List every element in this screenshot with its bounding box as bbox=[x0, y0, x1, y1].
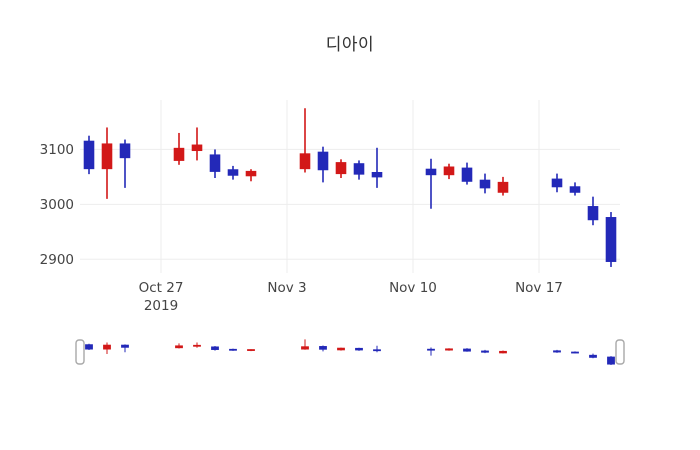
candle-body[interactable] bbox=[299, 153, 311, 170]
mini-candle-body bbox=[103, 344, 111, 350]
mini-candle-body bbox=[589, 354, 597, 358]
mini-candle-body bbox=[463, 348, 471, 352]
rangeslider-handle-right[interactable] bbox=[615, 339, 625, 365]
mini-candle-body bbox=[85, 344, 93, 350]
x-tick-year-label: 2019 bbox=[144, 298, 178, 314]
rangeslider-candles[interactable] bbox=[85, 339, 615, 366]
candle-body[interactable] bbox=[119, 143, 131, 159]
x-axis-labels: Oct 27 2019 Nov 3 Nov 10 Nov 17 bbox=[139, 280, 563, 314]
candle-body[interactable] bbox=[245, 170, 257, 177]
mini-candle-body bbox=[571, 351, 579, 354]
candle-body[interactable] bbox=[461, 167, 473, 182]
mini-candle-body bbox=[499, 350, 507, 354]
candle-body[interactable] bbox=[335, 162, 347, 175]
candle-body[interactable] bbox=[317, 151, 329, 171]
candle-body[interactable] bbox=[83, 140, 95, 170]
y-tick-label: 2900 bbox=[40, 252, 74, 268]
candle-body[interactable] bbox=[353, 163, 365, 175]
mini-candle-body bbox=[481, 350, 489, 353]
rangeslider[interactable] bbox=[76, 330, 624, 374]
mini-candle-body bbox=[319, 346, 327, 350]
mini-candle-body bbox=[355, 347, 363, 351]
y-tick-label: 3100 bbox=[40, 142, 74, 158]
candle-body[interactable] bbox=[605, 217, 617, 262]
mini-candle-body bbox=[445, 348, 453, 351]
rangeslider-handle-left[interactable] bbox=[75, 339, 85, 365]
mini-candle-body bbox=[175, 345, 183, 349]
chart-title: 디아이 bbox=[325, 35, 375, 55]
mini-candle-body bbox=[427, 348, 435, 351]
x-tick-label: Oct 27 bbox=[139, 280, 184, 296]
candle-body[interactable] bbox=[587, 206, 599, 221]
candles[interactable] bbox=[83, 108, 617, 267]
x-tick-label: Nov 10 bbox=[389, 280, 437, 296]
mini-candle-body bbox=[553, 350, 561, 353]
y-tick-label: 3000 bbox=[40, 197, 74, 213]
mini-candle-body bbox=[607, 356, 615, 365]
candle-body[interactable] bbox=[173, 147, 185, 161]
candle-body[interactable] bbox=[371, 171, 383, 178]
candle-body[interactable] bbox=[101, 143, 113, 170]
candle-body[interactable] bbox=[443, 166, 455, 176]
candle-body[interactable] bbox=[551, 178, 563, 188]
mini-candle-body bbox=[337, 347, 345, 351]
gridlines bbox=[80, 100, 620, 273]
candle-body[interactable] bbox=[191, 144, 203, 152]
candle-body[interactable] bbox=[425, 168, 437, 176]
candle-body[interactable] bbox=[227, 169, 239, 176]
candle-body[interactable] bbox=[209, 154, 221, 172]
mini-candle-body bbox=[373, 349, 381, 352]
candle-body[interactable] bbox=[569, 186, 581, 193]
mini-candle-body bbox=[211, 346, 219, 350]
mini-candle-body bbox=[301, 346, 309, 350]
mini-candle-body bbox=[121, 344, 129, 348]
x-tick-label: Nov 3 bbox=[267, 280, 306, 296]
mini-candle-body bbox=[229, 348, 237, 351]
candle-body[interactable] bbox=[497, 181, 509, 193]
mini-candle-body bbox=[193, 344, 201, 347]
y-axis-labels: 2900 3000 3100 bbox=[40, 142, 74, 268]
mini-candle-body bbox=[247, 349, 255, 351]
candle-body[interactable] bbox=[479, 179, 491, 189]
x-tick-label: Nov 17 bbox=[515, 280, 563, 296]
